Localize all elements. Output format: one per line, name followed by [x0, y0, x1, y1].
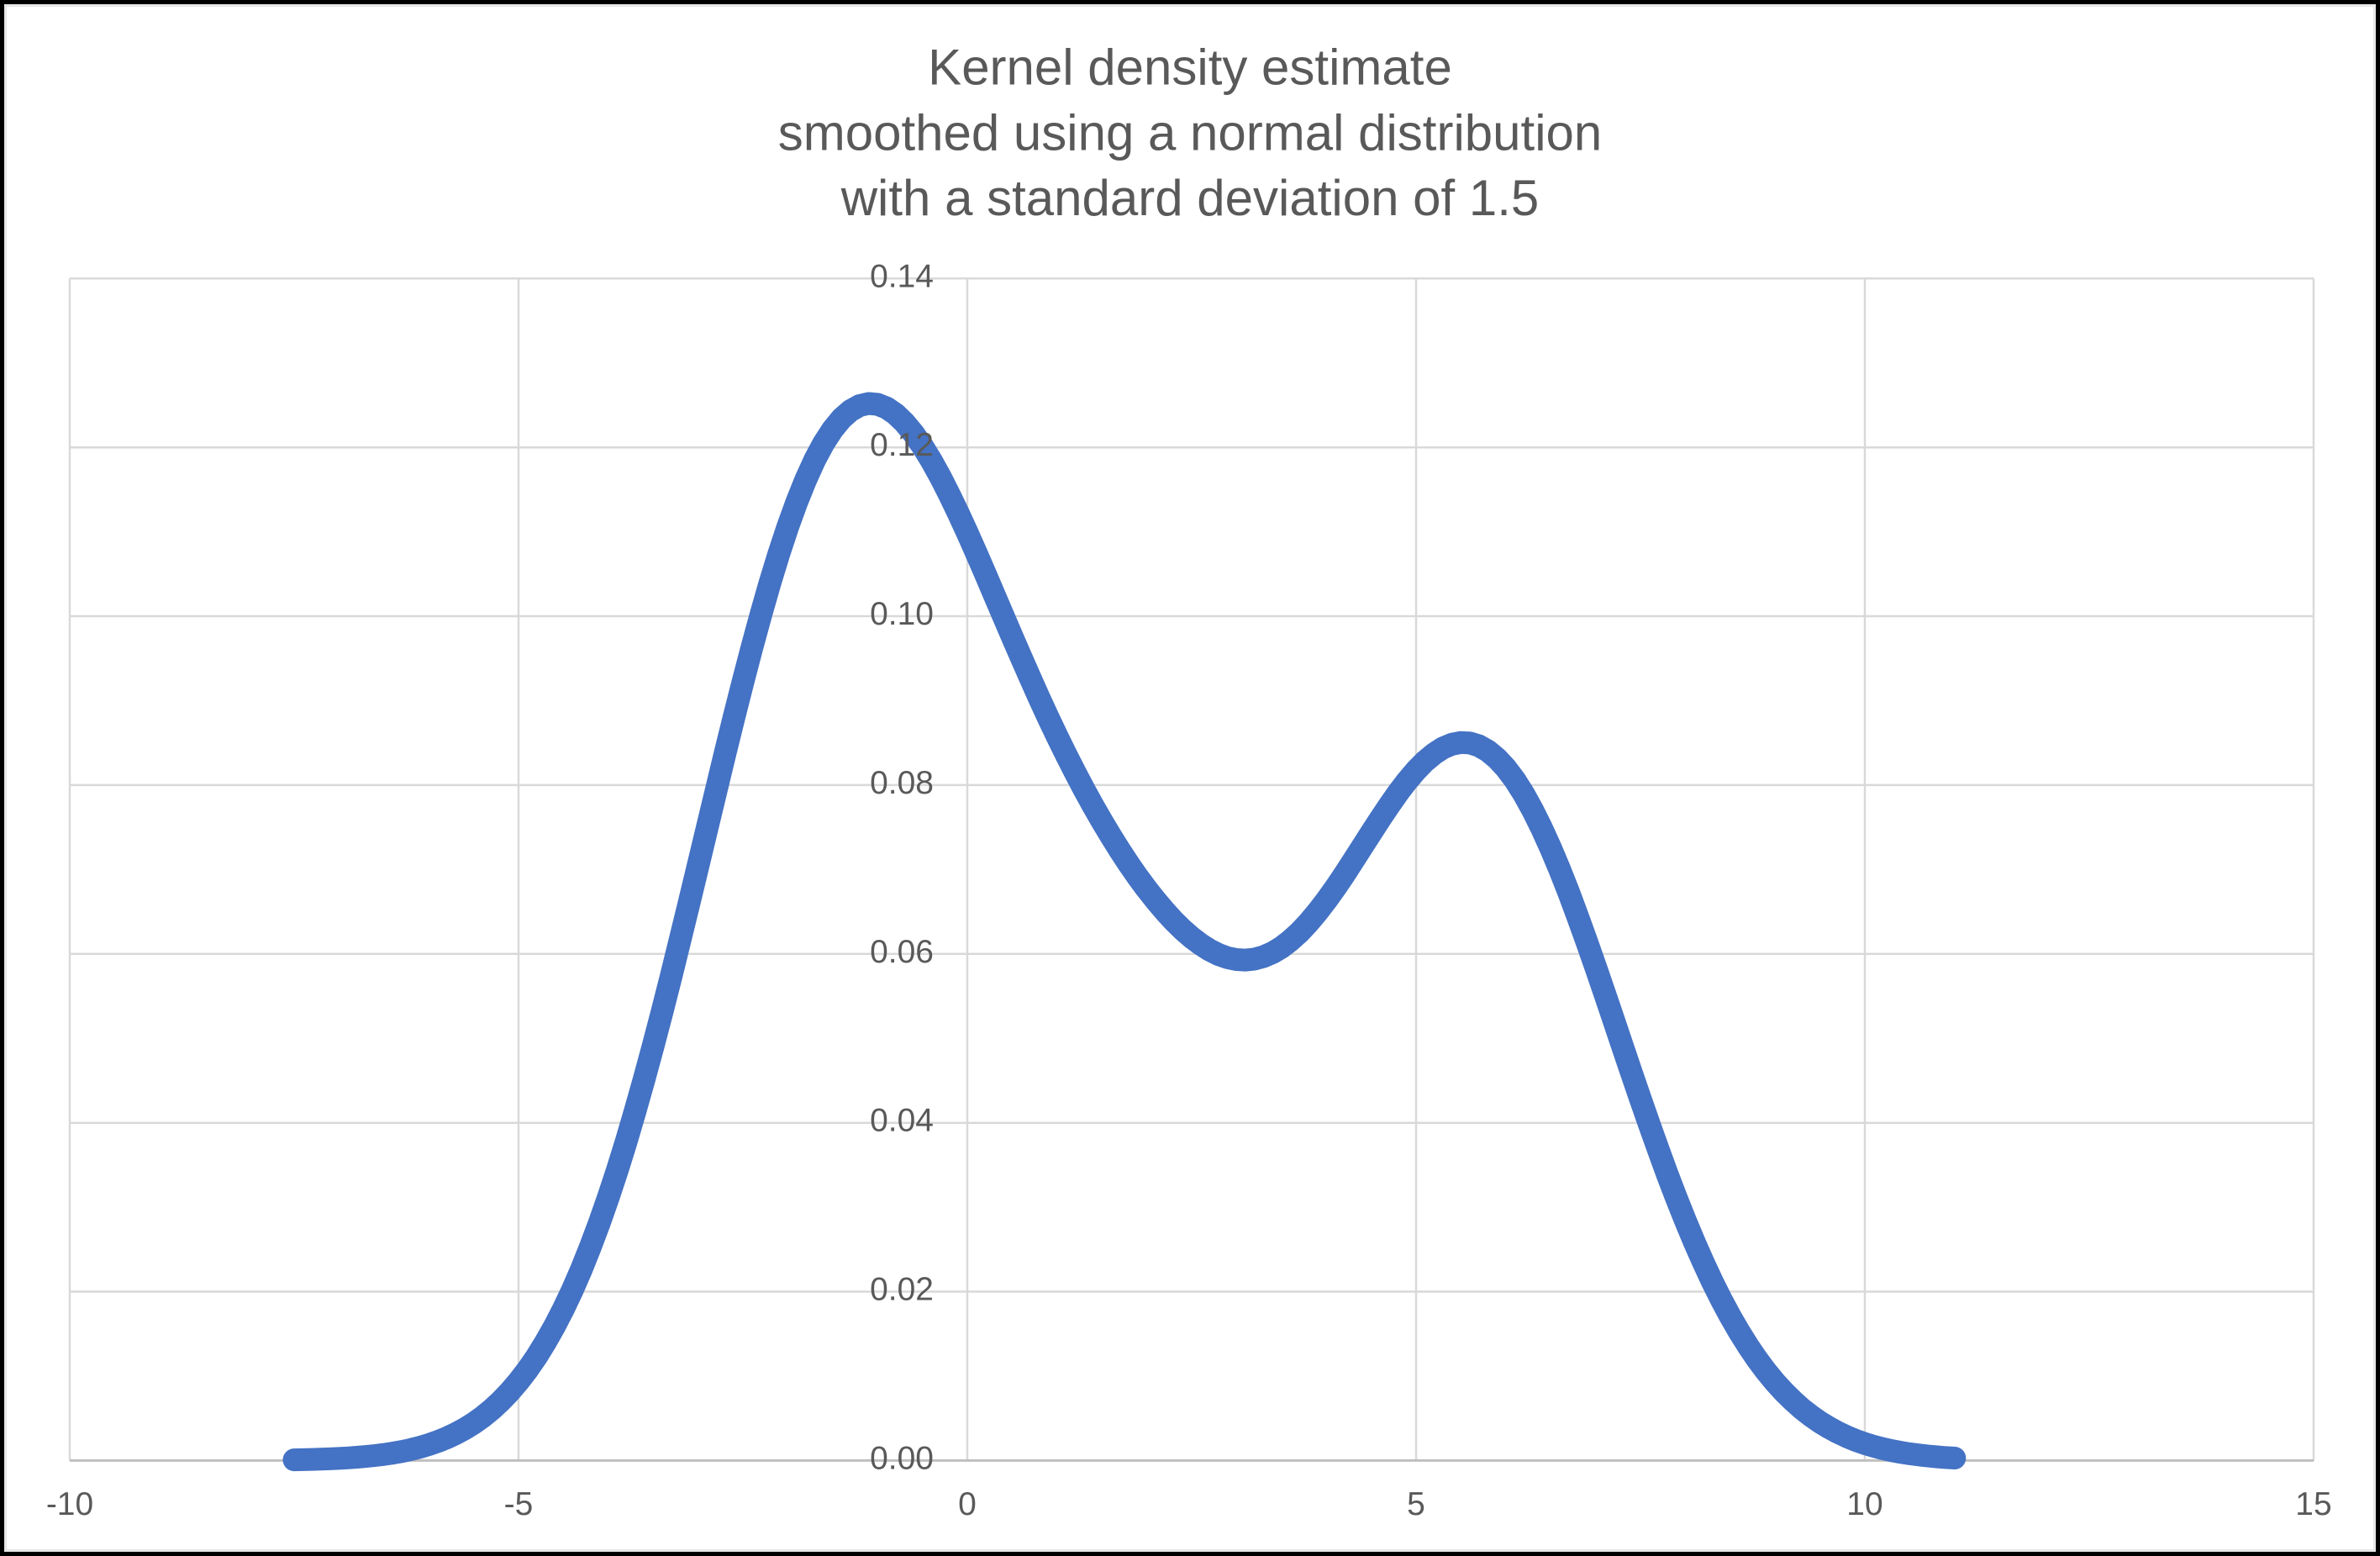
svg-text:0.10: 0.10: [870, 596, 934, 632]
svg-text:0.00: 0.00: [870, 1440, 934, 1476]
svg-text:0.08: 0.08: [870, 765, 934, 801]
svg-text:0: 0: [958, 1486, 977, 1522]
svg-text:Kernel density estimate: Kernel density estimate: [928, 40, 1452, 96]
svg-text:0.04: 0.04: [870, 1103, 934, 1139]
svg-text:15: 15: [2295, 1486, 2331, 1522]
svg-text:0.06: 0.06: [870, 934, 934, 970]
svg-text:10: 10: [1846, 1486, 1882, 1522]
svg-text:5: 5: [1407, 1486, 1425, 1522]
svg-text:0.02: 0.02: [870, 1272, 934, 1308]
svg-text:with a standard deviation of 1: with a standard deviation of 1.5: [840, 170, 1540, 226]
svg-text:0.14: 0.14: [870, 258, 934, 294]
svg-text:0.12: 0.12: [870, 427, 934, 463]
svg-text:-10: -10: [46, 1486, 93, 1522]
svg-text:smoothed using a normal distri: smoothed using a normal distribution: [778, 104, 1603, 161]
svg-text:-5: -5: [504, 1486, 534, 1522]
